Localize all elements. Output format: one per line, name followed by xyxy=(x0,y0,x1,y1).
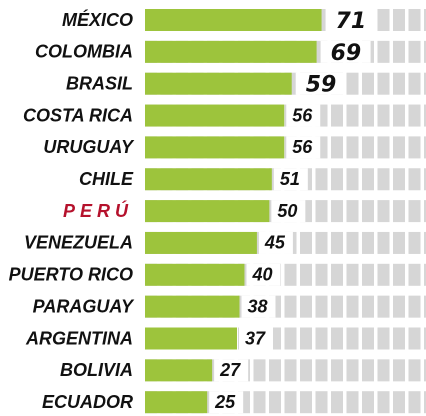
category-label: COLOMBIA xyxy=(35,42,133,62)
value-box xyxy=(286,104,321,127)
value-box xyxy=(214,359,249,382)
value-label: 59 xyxy=(306,73,337,98)
value-box xyxy=(325,9,376,31)
bar xyxy=(145,327,238,350)
bar xyxy=(145,168,272,191)
value-box xyxy=(239,327,274,350)
category-label: ARGENTINA xyxy=(25,328,133,348)
bar xyxy=(145,9,322,31)
value-label: 45 xyxy=(264,233,286,253)
value-box xyxy=(271,200,306,223)
value-label: 25 xyxy=(214,392,236,412)
value-box xyxy=(209,391,244,414)
value-label: 38 xyxy=(247,296,267,316)
bar xyxy=(145,359,213,382)
value-box xyxy=(258,231,293,254)
value-box xyxy=(241,295,276,318)
category-label: PARAGUAY xyxy=(33,296,135,316)
bar xyxy=(145,263,245,286)
bar xyxy=(145,200,270,223)
category-label: CHILE xyxy=(79,169,134,189)
bar xyxy=(145,40,317,63)
value-label: 71 xyxy=(336,9,367,34)
category-label: VENEZUELA xyxy=(24,233,133,253)
value-label: 37 xyxy=(245,328,266,348)
category-label: ECUADOR xyxy=(42,392,133,412)
bar xyxy=(145,72,292,95)
bar xyxy=(145,391,208,414)
value-label: 56 xyxy=(292,137,313,157)
value-label: 51 xyxy=(280,169,300,189)
bar xyxy=(145,295,240,318)
category-label: BRASIL xyxy=(66,73,133,93)
category-label: URUGUAY xyxy=(43,137,135,157)
value-box xyxy=(286,136,321,159)
value-box xyxy=(320,40,371,63)
value-box xyxy=(273,168,308,191)
category-label: PUERTO RICO xyxy=(9,265,133,285)
category-label: COSTA RICA xyxy=(23,105,133,125)
value-label: 56 xyxy=(292,105,313,125)
category-label: MÉXICO xyxy=(62,9,133,30)
value-label: 50 xyxy=(277,201,297,221)
value-label: 27 xyxy=(219,360,241,380)
value-label: 40 xyxy=(251,265,272,285)
value-label: 69 xyxy=(331,41,362,66)
category-label: PERÚ xyxy=(63,200,133,221)
value-box xyxy=(295,72,346,95)
value-box xyxy=(246,263,281,286)
bar xyxy=(145,104,285,127)
bar xyxy=(145,231,257,254)
bar xyxy=(145,136,285,159)
category-label: BOLIVIA xyxy=(60,360,133,380)
